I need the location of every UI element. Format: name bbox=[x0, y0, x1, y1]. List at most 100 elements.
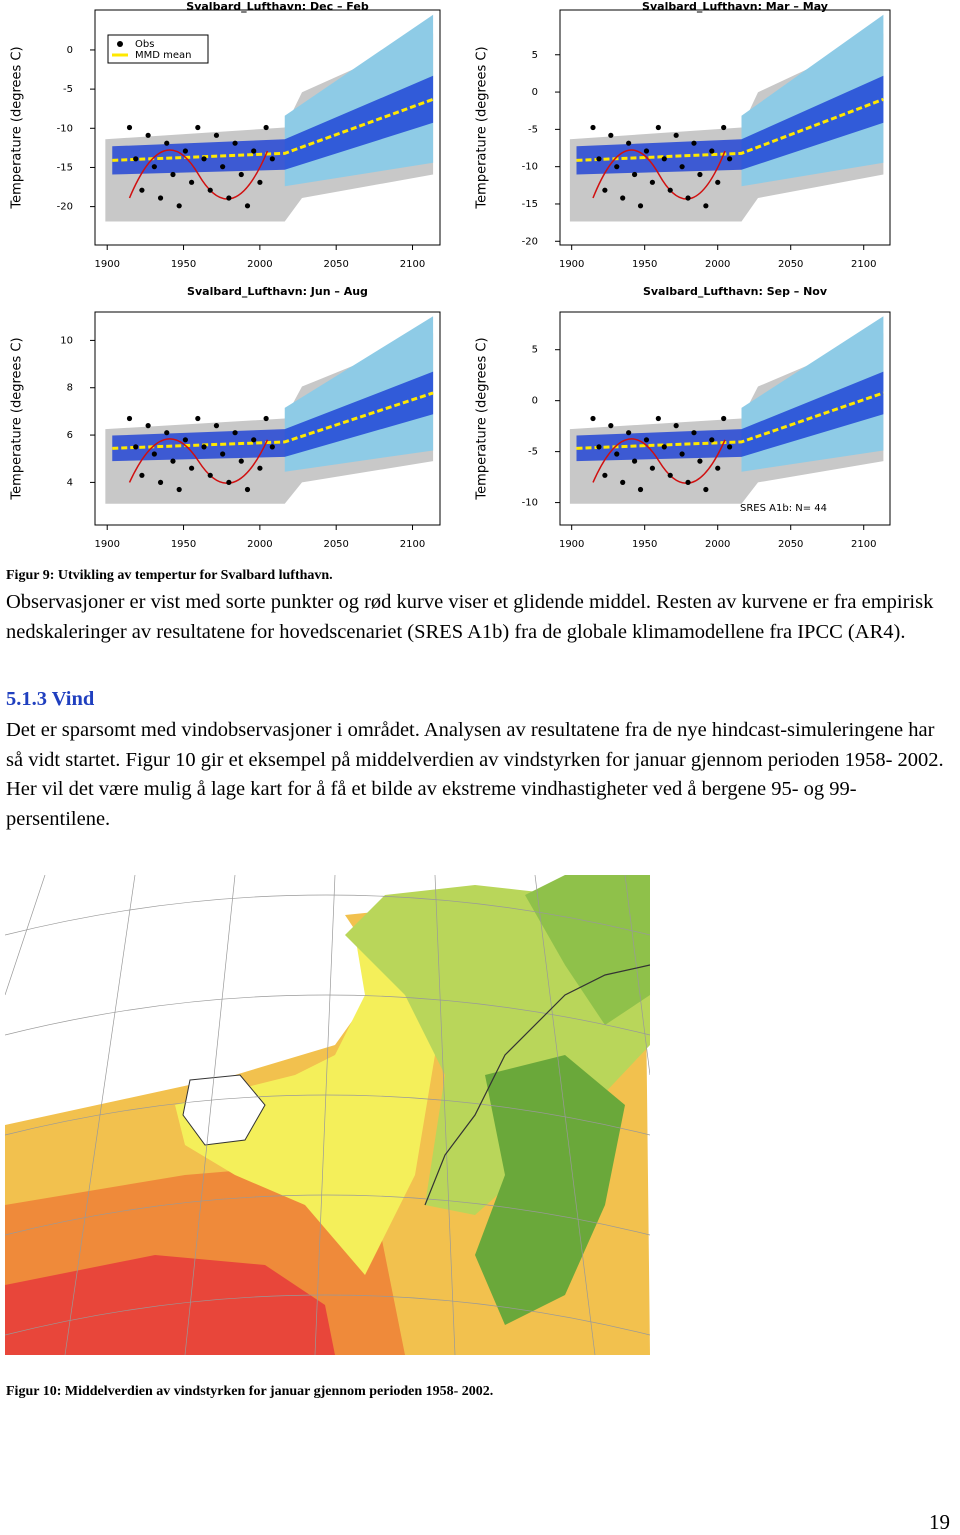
ensemble-blue bbox=[576, 75, 884, 175]
plot-frame bbox=[94, 9, 441, 246]
obs-point bbox=[207, 472, 213, 478]
obs-point bbox=[631, 458, 638, 464]
obs-smooth bbox=[592, 438, 726, 484]
obs-point bbox=[649, 465, 656, 471]
legend-obs-marker bbox=[117, 41, 123, 47]
obs-smooth bbox=[592, 149, 726, 200]
obs-point bbox=[145, 132, 151, 138]
obs-point bbox=[139, 472, 145, 478]
obs-point bbox=[727, 444, 733, 450]
obs-point bbox=[232, 140, 238, 146]
obs-point bbox=[661, 444, 667, 450]
obs-point bbox=[213, 423, 220, 429]
obs-point bbox=[721, 415, 727, 422]
annotation: SRES A1b: N= 44 bbox=[740, 503, 827, 514]
y-tick-label: -5 bbox=[528, 447, 538, 458]
x-tick-label: 2050 bbox=[778, 539, 803, 550]
obs-point bbox=[238, 458, 244, 464]
obs-point bbox=[269, 156, 275, 162]
ensemble-blue bbox=[576, 371, 884, 462]
obs-point bbox=[614, 164, 620, 170]
obs-point bbox=[721, 124, 727, 131]
obs-point bbox=[703, 486, 709, 493]
y-tick-label: -20 bbox=[522, 236, 538, 247]
y-tick-label: -10 bbox=[57, 123, 73, 134]
y-tick-label: -10 bbox=[522, 162, 538, 173]
obs-point bbox=[257, 179, 263, 185]
obs-point bbox=[649, 179, 656, 185]
obs-point bbox=[182, 437, 188, 443]
obs-point bbox=[691, 430, 697, 436]
x-tick-label: 2100 bbox=[400, 539, 425, 550]
obs-point bbox=[220, 451, 226, 457]
obs-point bbox=[226, 479, 232, 485]
y-tick-label: -10 bbox=[522, 498, 538, 509]
obs-point bbox=[626, 140, 632, 146]
obs-point bbox=[164, 430, 170, 436]
legend-label: MMD mean bbox=[135, 50, 192, 61]
obs-point bbox=[637, 486, 644, 493]
mmd-mean bbox=[112, 391, 434, 450]
obs-point bbox=[207, 187, 213, 193]
y-tick-label: -15 bbox=[522, 199, 538, 210]
obs-point bbox=[244, 486, 251, 493]
obs-point bbox=[126, 415, 133, 422]
obs-point bbox=[269, 444, 275, 450]
obs-point bbox=[151, 164, 157, 170]
x-tick-label: 1900 bbox=[559, 259, 584, 270]
obs-point bbox=[257, 465, 263, 471]
y-axis-label: Temperature (degrees C) bbox=[10, 46, 25, 209]
ensemble-blue bbox=[112, 75, 434, 175]
obs-point bbox=[602, 472, 608, 478]
legend-box bbox=[107, 34, 209, 64]
obs-point bbox=[655, 415, 661, 422]
paragraph: Det er sparsomt med vindobservasjoner i … bbox=[6, 719, 944, 830]
y-axis-label: Temperature (degrees C) bbox=[475, 337, 490, 500]
obs-point bbox=[139, 187, 145, 193]
legend-label: Obs bbox=[135, 39, 154, 50]
y-tick-label: 0 bbox=[532, 396, 538, 407]
obs-point bbox=[685, 195, 691, 201]
panel-title: Svalbard_Lufthavn: Dec – Feb bbox=[186, 0, 369, 13]
obs-point bbox=[238, 171, 244, 178]
obs-point bbox=[213, 132, 220, 138]
plot-frame bbox=[559, 9, 891, 246]
x-tick-label: 2100 bbox=[851, 259, 876, 270]
obs-point bbox=[232, 430, 238, 436]
y-tick-label: -20 bbox=[57, 202, 73, 213]
paragraph: Observasjoner er vist med sorte punkter … bbox=[6, 591, 934, 643]
obs-point bbox=[608, 132, 614, 138]
x-tick-label: 1950 bbox=[632, 539, 657, 550]
obs-point bbox=[176, 203, 182, 209]
obs-point bbox=[715, 179, 721, 185]
obs-point bbox=[643, 148, 650, 154]
obs-point bbox=[596, 156, 602, 162]
obs-point bbox=[201, 444, 207, 450]
x-tick-label: 2050 bbox=[778, 259, 803, 270]
obs-point bbox=[126, 124, 133, 131]
obs-point bbox=[133, 444, 139, 450]
figure-9-caption: Figur 9: Utvikling av tempertur for Sval… bbox=[6, 568, 333, 583]
panel-title: Svalbard_Lufthavn: Sep – Nov bbox=[643, 285, 828, 298]
obs-point bbox=[151, 451, 157, 457]
obs-point bbox=[590, 415, 596, 422]
obs-point bbox=[727, 156, 733, 162]
y-tick-label: -5 bbox=[528, 124, 538, 135]
obs-smooth bbox=[128, 149, 269, 200]
y-tick-label: 0 bbox=[532, 87, 538, 98]
y-tick-label: -15 bbox=[57, 162, 73, 173]
obs-point bbox=[614, 451, 620, 457]
obs-point bbox=[626, 430, 632, 436]
y-tick-label: 5 bbox=[532, 345, 538, 356]
obs-point bbox=[667, 187, 673, 193]
obs-point bbox=[263, 124, 269, 131]
obs-point bbox=[251, 437, 257, 443]
x-tick-label: 2000 bbox=[705, 259, 730, 270]
y-tick-label: 6 bbox=[67, 430, 73, 441]
mmd-mean bbox=[112, 97, 434, 162]
obs-point bbox=[691, 140, 697, 146]
obs-point bbox=[709, 437, 715, 443]
y-tick-label: -5 bbox=[63, 84, 73, 95]
obs-point bbox=[157, 479, 164, 485]
